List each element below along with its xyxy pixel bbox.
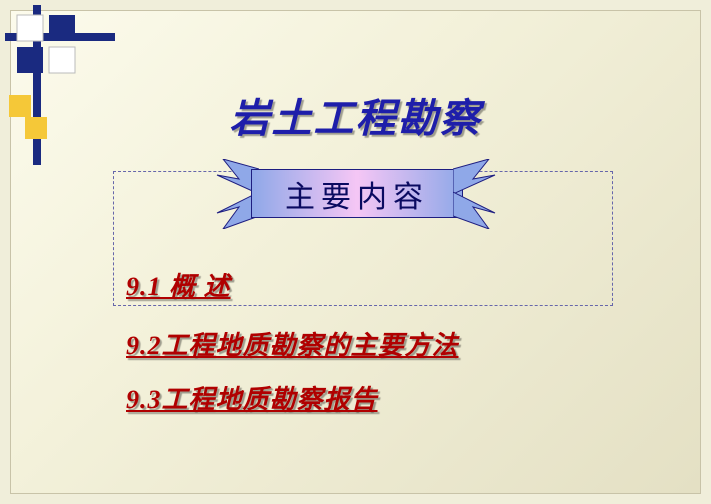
- section-banner: 主要内容: [211, 159, 501, 229]
- banner-body: 主要内容: [251, 169, 463, 218]
- slide-outer-frame: 岩土工程勘察 主要内容 9.1 概 述 9.2工程地质勘察的主要方法 9.3工程…: [0, 0, 711, 504]
- toc-link-9-3[interactable]: 9.3工程地质勘察报告: [126, 379, 378, 416]
- slide-title: 岩土工程勘察: [11, 86, 700, 144]
- slide-inner-frame: 岩土工程勘察 主要内容 9.1 概 述 9.2工程地质勘察的主要方法 9.3工程…: [10, 10, 701, 494]
- toc-link-9-2[interactable]: 9.2工程地质勘察的主要方法: [126, 325, 459, 362]
- banner-label: 主要内容: [285, 172, 429, 216]
- ribbon-right-icon: [453, 159, 501, 229]
- toc-link-9-1[interactable]: 9.1 概 述: [126, 266, 231, 303]
